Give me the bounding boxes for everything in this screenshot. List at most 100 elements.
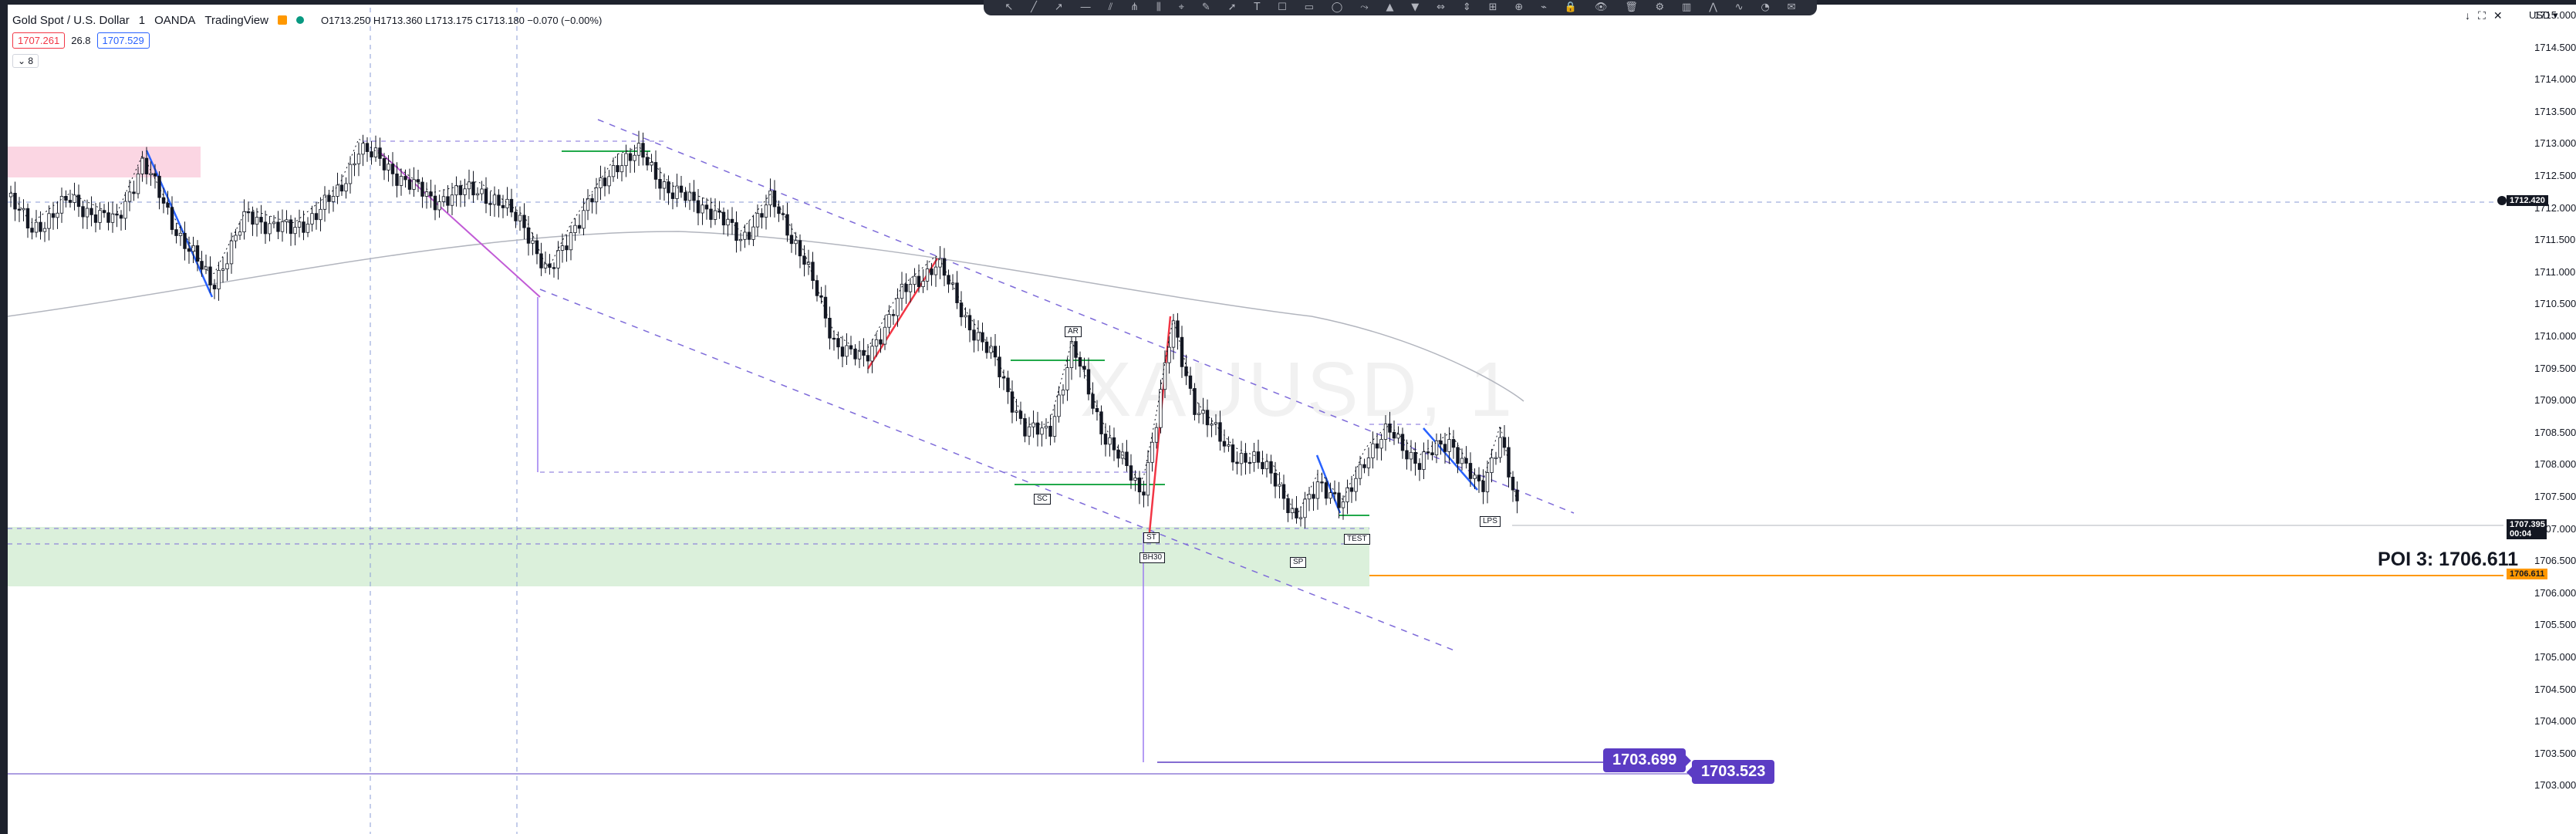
candle-body (934, 266, 938, 275)
pitchfork-icon[interactable]: ⋔ (1130, 2, 1139, 13)
candle-body (891, 314, 896, 316)
indicator-collapse-button[interactable]: ⌄ 8 (12, 54, 39, 68)
candle-body (1137, 478, 1142, 493)
long-position-icon[interactable]: ▲ (1386, 2, 1394, 13)
short-position-icon[interactable]: ▼ (1411, 2, 1420, 13)
candle-body (225, 263, 229, 270)
eye-icon[interactable]: 👁 (1594, 2, 1608, 13)
arrow-icon[interactable]: ➚ (1227, 2, 1237, 13)
candle-body (514, 211, 518, 221)
candle-body (518, 214, 522, 221)
text-icon[interactable]: T (1254, 2, 1261, 13)
price-axis-label: 1710.000 (2534, 330, 2576, 342)
candle-body (25, 208, 30, 229)
close-icon[interactable]: ✕ (2493, 9, 2503, 22)
label-bh[interactable]: BH30 (1139, 552, 1166, 563)
candle-body (183, 232, 187, 249)
ray-icon[interactable]: ↗ (1054, 2, 1063, 13)
cursor-icon[interactable]: ↖ (1004, 2, 1014, 13)
label-spring[interactable]: SP (1290, 557, 1307, 568)
candle-body (306, 223, 310, 233)
xabcd-icon[interactable]: ⋀ (1709, 2, 1717, 13)
target-tag-1[interactable]: 1703.699 (1603, 748, 1692, 772)
channel-icon[interactable]: ⫽ (1108, 2, 1113, 13)
candle-body (42, 228, 47, 232)
candle-body (747, 231, 751, 240)
interval-label[interactable]: 1 (138, 13, 146, 27)
buy-button[interactable]: 1707.529 (96, 32, 150, 49)
candle-body (217, 269, 221, 289)
path-icon[interactable]: ⤳ (1360, 2, 1369, 13)
settings-icon[interactable]: ⚙ (1655, 2, 1665, 13)
candle-body (132, 191, 136, 194)
bar-pattern-icon[interactable]: ▥ (1682, 2, 1692, 13)
rectangle-icon[interactable]: ▭ (1304, 2, 1314, 13)
circle-icon[interactable]: ◯ (1331, 2, 1343, 13)
candle-body (1312, 494, 1315, 499)
candle-body (471, 181, 475, 196)
candle-body (255, 217, 259, 225)
candle-body (370, 151, 373, 157)
candle-body (1375, 443, 1379, 449)
target-tag-2[interactable]: 1703.523 (1686, 760, 1775, 784)
trend-line-icon[interactable]: ╱ (1031, 2, 1037, 13)
gann-icon[interactable]: ⌖ (1178, 2, 1184, 13)
trash-icon[interactable]: 🗑 (1625, 2, 1638, 13)
candle-body (908, 284, 913, 292)
candle-body (1146, 461, 1150, 496)
candle-body (667, 181, 670, 194)
measure-icon[interactable]: ⊞ (1488, 2, 1497, 13)
candle-body (93, 214, 98, 223)
candle-body (832, 337, 836, 340)
currency-selector[interactable]: USD ▾ (2529, 9, 2558, 21)
scroll-down-icon[interactable]: ↓ (2465, 9, 2470, 22)
candle-body (798, 240, 802, 257)
horizontal-line-icon[interactable]: ― (1080, 2, 1091, 13)
callout-icon[interactable]: ☐ (1278, 2, 1287, 13)
candle-body (535, 240, 539, 255)
candle-body (302, 221, 306, 233)
label-st[interactable]: ST (1143, 532, 1160, 543)
flag-icon[interactable] (277, 15, 287, 25)
price-range-icon[interactable]: ⇕ (1462, 2, 1471, 13)
magnet-icon[interactable]: ⌁ (1541, 2, 1547, 13)
symbol-name[interactable]: Gold Spot / U.S. Dollar (12, 13, 130, 27)
candle-body (458, 185, 463, 195)
current-price-flag: 1707.395 00:04 (2507, 519, 2547, 539)
drawing-toolbar: ↖ ╱ ↗ ― ⫽ ⋔ ⫼ ⌖ ✎ ➚ T ☐ ▭ ◯ ⤳ ▲ ▼ ⇔ ⇕ ⊞ ⊕ ⌁ 🔒 👁 🗑 ⚙ ▥ ⋀ ∿ ◔ ✉ (984, 0, 1817, 15)
label-test[interactable]: TEST (1344, 534, 1370, 545)
zoom-icon[interactable]: ⊕ (1514, 2, 1524, 13)
label-ar[interactable]: AR (1065, 326, 1082, 337)
candle-body (1426, 451, 1430, 454)
candle-body (896, 298, 900, 316)
sell-button[interactable]: 1707.261 (12, 32, 66, 49)
candle-body (658, 179, 662, 189)
candle-body (1307, 494, 1312, 500)
candle-body (229, 240, 234, 265)
candle-body (322, 194, 327, 210)
label-sc[interactable]: SC (1034, 494, 1051, 505)
candle-body (806, 262, 811, 265)
elliott-icon[interactable]: ∿ (1734, 2, 1744, 13)
candle-body (8, 192, 13, 198)
candle-body (590, 198, 594, 203)
candle-body (730, 218, 734, 223)
candle-body (539, 253, 543, 268)
date-range-icon[interactable]: ⇔ (1437, 2, 1446, 13)
maximize-icon[interactable]: ⛶ (2478, 9, 2486, 22)
candle-body (1286, 498, 1290, 514)
candle-body (234, 235, 238, 241)
poi-label[interactable]: POI 3: 1706.611 (2378, 549, 2519, 570)
brush-icon[interactable]: ✎ (1201, 2, 1210, 13)
note-icon[interactable]: ✉ (1787, 2, 1796, 13)
label-lps[interactable]: LPS (1480, 516, 1501, 527)
candle-body (955, 282, 959, 303)
candle-body (738, 238, 743, 241)
current-price: 1707.395 (2510, 520, 2545, 529)
cycle-icon[interactable]: ◔ (1761, 2, 1770, 13)
fib-icon[interactable]: ⫼ (1156, 2, 1161, 13)
lock-icon[interactable]: 🔒 (1564, 2, 1577, 13)
candle-body (1163, 362, 1167, 390)
candle-body (624, 153, 628, 167)
